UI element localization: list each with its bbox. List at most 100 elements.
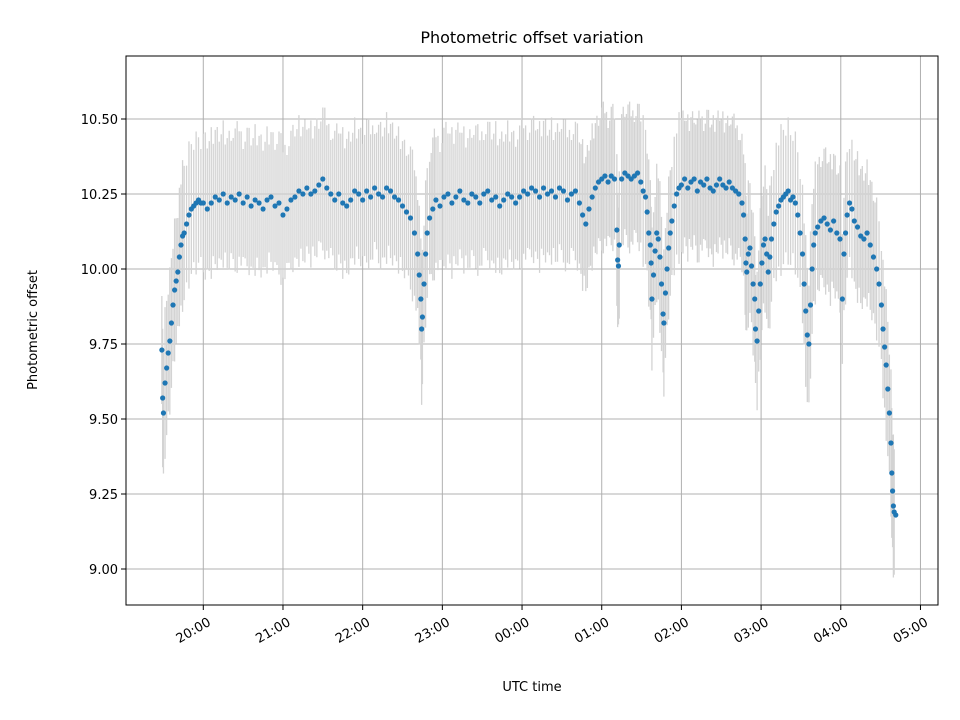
data-point [521,188,527,194]
data-point [736,191,742,197]
data-point [200,200,206,206]
data-point [841,251,847,257]
data-point [336,191,342,197]
data-point [890,503,896,509]
data-point [208,200,214,206]
data-point [889,470,895,476]
y-tick-label: 9.75 [89,338,118,353]
data-point [885,386,891,392]
data-point [167,338,173,344]
data-point [849,206,855,212]
data-point [888,440,894,446]
data-point [652,248,658,254]
data-point [160,395,166,401]
data-point [759,260,765,266]
data-point [576,200,583,206]
data-point [644,209,650,215]
data-point [768,236,775,242]
data-point [383,185,390,191]
data-point [457,188,463,194]
data-point [276,200,282,206]
data-point [726,179,732,185]
data-point [655,236,661,242]
data-point [744,269,750,275]
data-point [740,212,747,218]
data-point [710,188,716,194]
data-point [170,302,176,308]
data-point [864,230,870,236]
data-point [750,281,756,287]
data-point [854,224,861,230]
data-point [395,197,402,203]
data-point [654,230,660,236]
y-ticks: 9.00 9.25 9.50 9.75 10.00 10.25 10.50 [81,113,126,578]
data-point [589,194,595,200]
y-axis-label: Photometric offset [26,270,41,390]
data-point [421,281,427,287]
data-point [423,251,429,257]
data-point [449,200,455,206]
data-point [403,209,410,215]
data-point [757,281,763,287]
data-point [747,245,753,251]
data-point [162,380,168,386]
data-point [186,212,192,218]
data-point [568,191,575,197]
data-point [407,215,414,221]
data-point [485,188,491,194]
data-point [765,269,771,275]
data-point [252,197,258,203]
data-point [685,185,691,191]
data-point [771,221,777,227]
data-point [790,194,796,200]
data-point [352,188,358,194]
data-point [372,185,378,191]
data-point [723,185,729,191]
data-point [284,206,290,212]
data-point [272,203,278,209]
data-point [181,230,187,236]
data-point [445,191,451,197]
data-point [316,182,322,188]
data-point [671,203,677,209]
chart-title: Photometric offset variation [420,28,643,47]
data-point [204,206,210,212]
data-point [517,194,523,200]
data-point [752,326,759,332]
data-point [340,200,346,206]
data-point [839,296,845,302]
data-point [419,326,425,332]
data-point [648,260,654,266]
data-point [611,176,618,182]
data-point [619,176,625,182]
data-point [387,188,394,194]
data-point [602,173,608,179]
data-point [752,296,758,302]
y-tick-label: 10.25 [81,188,118,203]
data-point [525,191,531,197]
data-points [159,170,899,518]
data-point [264,197,270,203]
data-point [666,245,672,251]
data-point [806,341,812,347]
data-point [713,182,720,188]
data-point [296,188,302,194]
data-point [453,194,459,200]
data-point [368,194,374,200]
data-point [804,332,810,338]
data-point [867,242,873,248]
data-point [415,251,421,257]
data-point [592,185,598,191]
data-point [748,263,755,269]
data-point [288,197,294,203]
data-point [418,296,424,302]
data-point [664,266,670,272]
data-point [556,185,563,191]
data-point [634,170,641,176]
data-point [165,350,171,356]
data-point [797,230,803,236]
y-tick-label: 9.00 [89,563,118,578]
data-point [886,410,892,416]
data-point [399,203,406,209]
data-point [846,200,853,206]
